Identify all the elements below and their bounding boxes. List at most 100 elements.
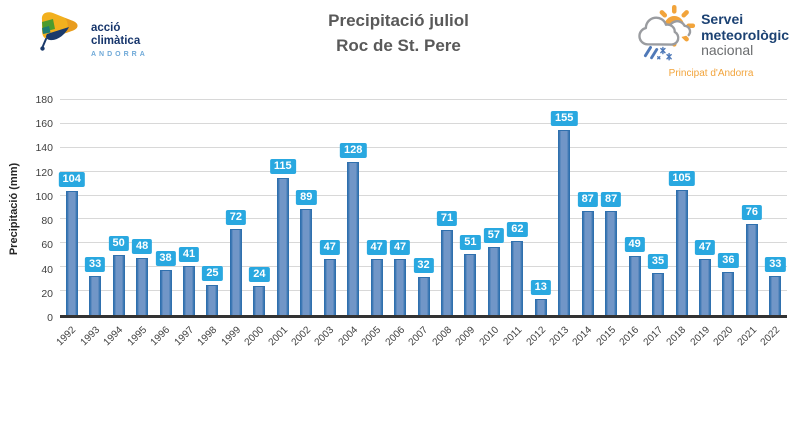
bar-cell-2006: 47 — [388, 100, 411, 315]
accio-climatica-wordmark: acció climàtica ANDORRA — [91, 22, 148, 59]
servei-wordmark: Servei meteorològic nacional — [701, 10, 789, 59]
bar-cell-2022: 33 — [764, 100, 787, 315]
bar-1998 — [206, 285, 219, 315]
data-label-1996: 38 — [155, 250, 176, 266]
data-label-2013: 155 — [551, 110, 578, 126]
data-label-2007: 32 — [413, 257, 434, 273]
data-label-1999: 72 — [225, 210, 247, 225]
accio-climatica-icon — [34, 8, 84, 59]
plot-area: 104 33 50 48 38 41 25 72 24 115 89 47 128 47 47 32 71 51 5… — [58, 99, 787, 318]
bar-cell-1996: 38 — [154, 100, 177, 315]
bar-2002 — [300, 208, 313, 315]
data-label-1995: 48 — [131, 238, 153, 254]
bar-2006 — [394, 258, 407, 315]
data-label-2003: 47 — [319, 239, 340, 255]
x-label-cell-2009: 2009 — [454, 318, 482, 368]
bar-2014 — [581, 211, 594, 315]
bar-1996 — [159, 269, 172, 315]
data-label-2005: 47 — [366, 239, 387, 255]
logo-left-line2: climàtica — [91, 34, 141, 47]
logo-right-subtitle: Principat d'Andorra — [668, 68, 754, 79]
bar-cell-2018: 105 — [668, 100, 695, 315]
bar-2008 — [440, 230, 453, 315]
bar-cell-2005: 47 — [365, 100, 388, 315]
logo-left-line1: acció — [91, 21, 121, 34]
data-label-1998: 25 — [202, 266, 223, 282]
header: acció climàtica ANDORRA Precipitació jul… — [0, 0, 797, 96]
bar-cell-1992: 104 — [58, 100, 85, 315]
bar-2009 — [464, 254, 477, 315]
data-label-2008: 71 — [436, 211, 458, 227]
x-label-cell-1992: 1992 — [55, 318, 83, 368]
x-label-cell-2006: 2006 — [383, 318, 411, 368]
bar-2015 — [605, 211, 618, 315]
bar-2020 — [722, 272, 735, 315]
x-label-cell-1999: 1999 — [219, 318, 247, 368]
data-label-2000: 24 — [249, 267, 270, 283]
data-label-2012: 13 — [530, 280, 551, 296]
bar-cell-1994: 50 — [107, 100, 130, 315]
bar-2013 — [558, 129, 571, 315]
data-label-2017: 35 — [647, 254, 669, 270]
bar-cell-2013: 155 — [551, 100, 578, 315]
y-tick-100: 100 — [35, 190, 53, 203]
data-label-1993: 33 — [85, 256, 106, 272]
x-tick-1992: 1992 — [55, 324, 79, 349]
gridline-140 — [60, 146, 787, 148]
x-label-cell-2008: 2008 — [430, 318, 458, 368]
bar-cell-2008: 71 — [435, 100, 458, 315]
bar-2021 — [745, 224, 758, 315]
bar-cell-2007: 32 — [412, 100, 435, 315]
x-label-cell-1998: 1998 — [196, 318, 224, 368]
x-label-cell-2020: 2020 — [712, 318, 740, 368]
bar-cell-1998: 25 — [201, 100, 224, 315]
x-label-cell-1996: 1996 — [149, 318, 177, 368]
bar-2001 — [276, 177, 289, 315]
bar-cell-1993: 33 — [83, 100, 106, 315]
x-label-cell-2000: 2000 — [243, 318, 271, 368]
bar-cell-2000: 24 — [248, 100, 271, 315]
bar-1997 — [182, 266, 195, 315]
data-label-1992: 104 — [58, 171, 85, 187]
x-label-cell-1995: 1995 — [125, 318, 153, 368]
bar-cell-2016: 49 — [623, 100, 646, 315]
gridline-180 — [60, 99, 787, 100]
x-label-cell-2018: 2018 — [665, 318, 693, 368]
sun-cloud-icon — [633, 3, 699, 68]
bar-2007 — [417, 276, 430, 315]
y-axis-title: Precipitació (mm) — [8, 162, 20, 256]
data-label-2014: 87 — [577, 192, 598, 208]
y-tick-20: 20 — [41, 287, 53, 300]
bar-1999 — [229, 229, 242, 315]
data-label-2022: 33 — [765, 256, 786, 272]
gridline-120 — [60, 170, 787, 172]
x-label-cell-2003: 2003 — [313, 318, 341, 368]
bar-1993 — [89, 275, 102, 315]
bar-2019 — [698, 258, 711, 315]
bar-1995 — [136, 257, 149, 315]
data-label-2020: 36 — [718, 253, 739, 268]
bar-cell-2017: 35 — [646, 100, 669, 315]
bar-cell-1999: 72 — [224, 100, 247, 315]
servei-meteorologic-logo: Servei meteorològic nacional Principat d… — [633, 3, 789, 79]
bar-cell-1995: 48 — [130, 100, 153, 315]
bar-cell-2009: 51 — [459, 100, 482, 315]
precipitation-bar-chart: Precipitació (mm) 0 20 40 60 80 100 120 140 160 1… — [0, 94, 797, 368]
gridline-60 — [60, 242, 787, 244]
bar-cell-2003: 47 — [318, 100, 341, 315]
bar-cell-2020: 36 — [717, 100, 740, 315]
logo-right-line2: meteorològic — [701, 26, 789, 43]
bar-cell-2015: 87 — [599, 100, 622, 315]
bar-cell-2002: 89 — [295, 100, 318, 315]
data-label-1997: 41 — [178, 247, 200, 263]
bar-cell-2021: 76 — [740, 100, 763, 315]
bar-cell-1997: 41 — [177, 100, 200, 315]
bar-cell-2012: 13 — [529, 100, 552, 315]
logo-right-line1: Servei — [701, 10, 744, 27]
bar-cell-2004: 128 — [339, 100, 367, 315]
data-label-2019: 47 — [694, 239, 716, 255]
x-label-cell-2012: 2012 — [524, 318, 552, 368]
y-tick-120: 120 — [35, 166, 53, 179]
bar-2017 — [652, 273, 665, 315]
gridline-160 — [60, 122, 787, 124]
